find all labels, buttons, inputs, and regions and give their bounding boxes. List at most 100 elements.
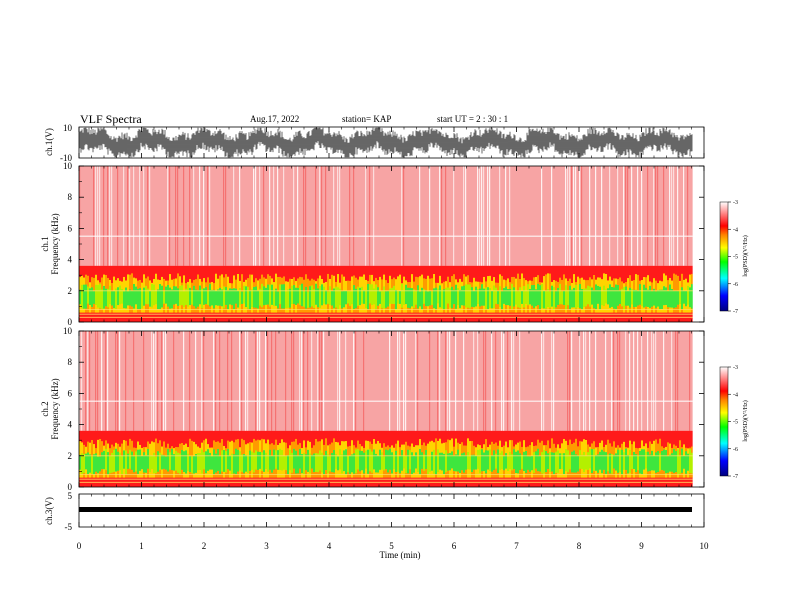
spectrogram-green-cell (103, 285, 105, 309)
spectrogram-column (629, 331, 631, 431)
spectrogram-green-cell (467, 452, 469, 470)
spectrogram-column (151, 331, 153, 431)
spectrogram-green-cell (313, 289, 315, 309)
spectrogram-green-cell (491, 455, 493, 472)
spectrogram-green-cell (653, 455, 655, 471)
colorbar-tick-label: -4 (733, 392, 738, 398)
spectrogram-column (353, 166, 355, 266)
spectrogram-green-cell (397, 290, 399, 304)
colorbar-ch2-ticks: -3 -4 -5 -6 -7 (728, 365, 738, 480)
spectrogram-green-cell (477, 289, 479, 304)
spectrogram-green-cell (631, 289, 633, 305)
spectrogram-green-cell (557, 287, 559, 305)
spectrogram-column (541, 166, 543, 266)
spectrogram-green-cell (371, 451, 373, 473)
spectrogram-green-cell (229, 288, 231, 305)
spectrogram-column (579, 331, 581, 431)
spectrogram-green-cell (207, 290, 209, 306)
spectrogram-column (259, 331, 261, 431)
spectrogram-green-cell (395, 450, 397, 472)
spectrogram-green-cell (595, 455, 597, 471)
xtick-label: 4 (327, 541, 332, 551)
spectrogram-column (541, 331, 543, 431)
spectrogram-green-cell (387, 290, 389, 307)
spectrogram-column (79, 166, 81, 266)
spectrogram-green-cell (175, 286, 177, 304)
spectrogram-green-cell (585, 455, 587, 470)
spectrogram-column (445, 166, 447, 266)
spectrogram-green-cell (241, 454, 243, 472)
spectrogram-green-cell (597, 454, 599, 473)
spectrogram-green-cell (293, 285, 295, 304)
spectrogram-green-cell (621, 288, 623, 307)
spectrogram-green-cell (99, 456, 101, 472)
spectrogram-green-cell (513, 287, 515, 307)
colorbar-tick-label: -5 (733, 420, 738, 426)
spectrogram-green-cell (497, 290, 499, 305)
spectrogram-green-cell (527, 456, 529, 470)
spectrogram-green-cell (543, 449, 545, 474)
spectrogram-green-cell (275, 288, 277, 306)
spectrogram-green-cell (245, 286, 247, 308)
spectrogram-green-cell (611, 454, 613, 474)
spectrogram-green-cell (217, 289, 219, 306)
spectrogram-column (509, 166, 511, 266)
spectrogram-column (585, 331, 587, 431)
spectrogram-green-cell (505, 286, 507, 306)
spectrogram-green-cell (119, 452, 121, 471)
spectrogram-green-cell (263, 450, 265, 472)
spectrogram-green-cell (379, 291, 381, 304)
spectrogram-column (139, 166, 141, 266)
spectrogram-green-cell (601, 291, 603, 306)
spectrogram-green-cell (347, 291, 349, 304)
spectrogram-green-cell (689, 287, 691, 308)
spectrogram-green-cell (339, 449, 341, 470)
spectrogram-green-cell (409, 287, 411, 309)
spectrogram-green-cell (333, 450, 335, 473)
spectrogram-column (673, 166, 675, 266)
spectrogram-column (133, 331, 135, 431)
spectrogram-green-cell (107, 452, 109, 475)
spectrogram-column (671, 166, 673, 266)
spectrogram-column (481, 166, 483, 266)
spectrogram-green-cell (587, 285, 589, 305)
colorbar-ch2-label: log(PSD)(V²/Hz) (742, 400, 749, 441)
spectrogram-green-cell (341, 291, 343, 309)
spectrogram-green-cell (499, 286, 501, 307)
spectrogram-column (259, 166, 261, 266)
spectrogram-green-cell (477, 449, 479, 469)
spectrogram-green-cell (587, 452, 589, 470)
spectrogram-green-cell (493, 450, 495, 471)
spectrogram-column (669, 166, 671, 266)
spectrogram-column (637, 166, 639, 266)
spectrogram-green-cell (231, 453, 233, 474)
spectrogram-column (319, 166, 321, 266)
spectrogram-green-cell (645, 287, 647, 307)
spectrogram-green-cell (569, 454, 571, 470)
spectrogram-green-cell (257, 451, 259, 470)
spectrogram-green-cell (515, 290, 517, 305)
colorbar-tick-label: -3 (733, 365, 738, 371)
xtick-label: 1 (139, 541, 144, 551)
spectrogram-green-cell (325, 450, 327, 471)
spectrogram-column (483, 166, 485, 266)
spectrogram-green-cell (237, 290, 239, 308)
waveform-ch1-trace (79, 127, 693, 158)
spectrogram-column (641, 166, 643, 266)
spectrogram-green-cell (235, 448, 237, 475)
spectrogram-green-cell (203, 452, 205, 470)
spectrogram-green-cell (207, 449, 209, 471)
spectrogram-green-cell (365, 450, 367, 469)
spectrogram-column (247, 331, 249, 431)
spectrogram-green-cell (581, 289, 583, 310)
spectrogram-green-cell (539, 456, 541, 472)
spectrogram-green-cell (571, 289, 573, 308)
spectrogram-column (567, 166, 569, 266)
spectrogram-green-cell (525, 451, 527, 473)
spectrogram-green-cell (655, 291, 657, 308)
spectrogram-column (513, 331, 515, 431)
spectrogram-green-cell (259, 288, 261, 306)
spectrogram-green-cell (427, 455, 429, 475)
spectrogram-green-cell (421, 452, 423, 469)
spectrogram-green-cell (81, 453, 83, 475)
